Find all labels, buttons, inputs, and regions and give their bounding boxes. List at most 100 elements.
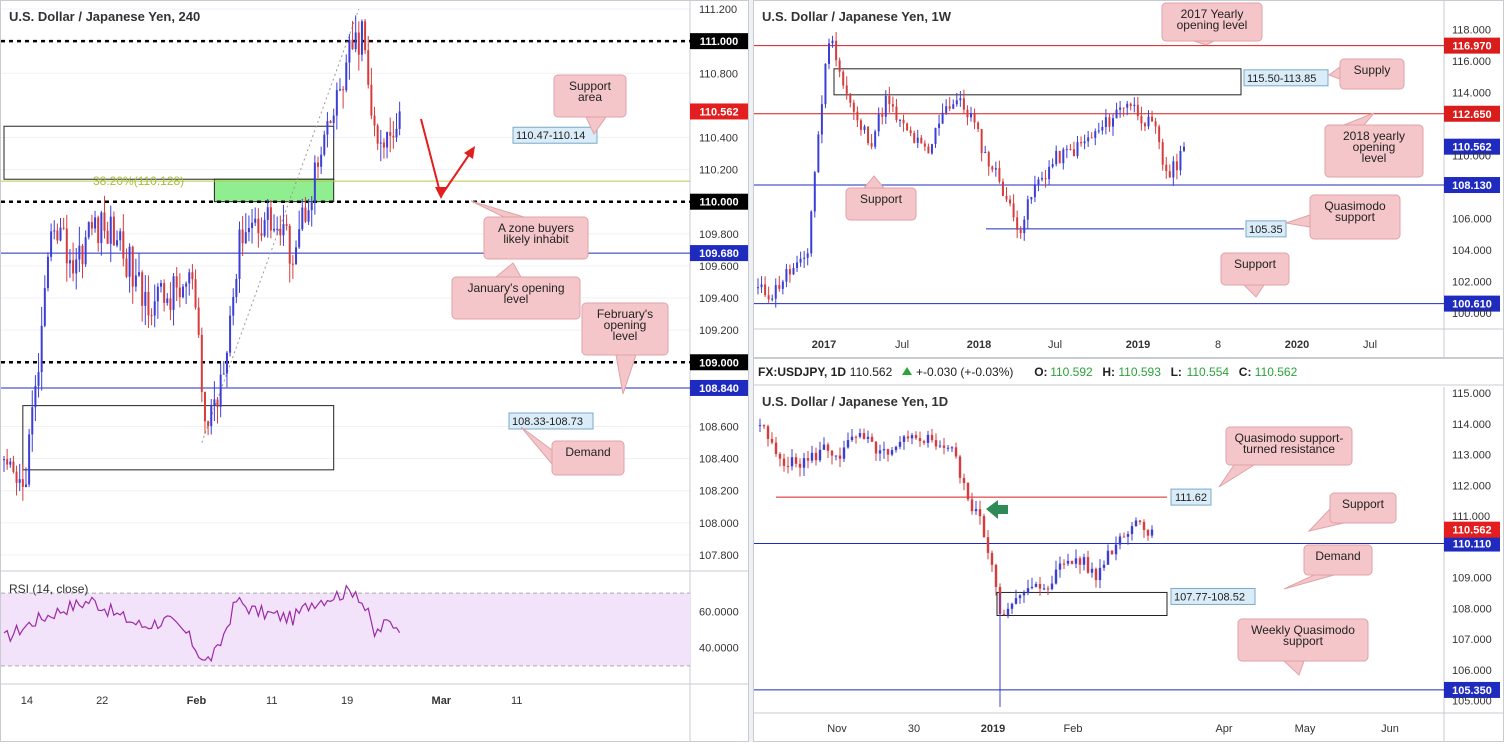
h4-candle-body — [194, 279, 197, 308]
w1-candle-body — [881, 114, 884, 117]
d1-candle-body — [778, 453, 782, 459]
daily-chart-panel[interactable]: FX:USDJPY, 1D 110.562 +-0.030 (+-0.03%) O: 1… — [753, 358, 1504, 742]
h4-candle-body — [345, 62, 348, 91]
w1-y-tick: 102.000 — [1452, 277, 1492, 289]
d1-header-c-label: C: — [1239, 365, 1252, 379]
h4-x-tick: 22 — [96, 695, 108, 707]
w1-callout-support-text: Support — [860, 192, 903, 206]
h4-candle-body — [144, 291, 147, 306]
w1-candle-body — [1183, 146, 1185, 151]
h4-candle-body — [307, 210, 310, 222]
h4-chart-panel[interactable]: 111.000 110.000 109.000 109.680 108.840 38.20… — [0, 0, 749, 742]
h4-y-tick: 110.200 — [699, 165, 738, 177]
d1-candle-body — [1078, 558, 1082, 565]
w1-candle-body — [1087, 137, 1090, 142]
w1-candle-body — [1080, 142, 1083, 144]
d1-candle-body — [1014, 598, 1018, 604]
h4-zone-label: 110.47-110.14 — [516, 130, 585, 142]
h4-callout-february-text: level — [613, 329, 638, 343]
h4-candle-body — [313, 162, 316, 203]
d1-callout-qm-resistance-text: turned resistance — [1243, 442, 1335, 456]
h4-callout-february-text: opening — [604, 318, 647, 332]
h4-candle-body — [351, 39, 354, 50]
d1-candle-body — [1054, 569, 1058, 584]
w1-x-tick: 8 — [1215, 339, 1221, 351]
w1-candle-body — [955, 100, 958, 105]
h4-candle-body — [84, 237, 87, 265]
weekly-chart: 115.50-113.85 116.970 112.650 108.130 100.61… — [754, 1, 1503, 357]
d1-candle-body — [1102, 564, 1106, 568]
h4-x-tick: 19 — [341, 695, 353, 707]
w1-candle-body — [799, 258, 802, 263]
h4-candle-body — [103, 212, 106, 231]
d1-candle-body — [842, 447, 846, 459]
d1-candle-body — [946, 447, 950, 449]
w1-candle-body — [945, 106, 948, 113]
h4-candle-body — [43, 288, 46, 326]
d1-candle-body — [962, 477, 966, 484]
w1-candle-body — [863, 126, 866, 130]
d1-x-tick: Feb — [1064, 723, 1083, 735]
w1-candle-body — [1062, 149, 1065, 164]
d1-header-c-value: 110.562 — [1255, 365, 1298, 379]
d1-candle-body — [958, 456, 962, 478]
d1-demand-label: 107.77-108.52 — [1174, 591, 1245, 603]
w1-candle-body — [1030, 197, 1033, 200]
w1-candle-body — [1048, 166, 1051, 180]
w1-candle-body — [987, 152, 990, 167]
h4-candle-body — [87, 222, 90, 238]
d1-candle-body — [930, 434, 934, 441]
h4-candle-body — [9, 461, 12, 465]
d1-candle-body — [1094, 568, 1098, 581]
w1-candle-body — [845, 85, 848, 94]
d1-header-o-value: 110.592 — [1050, 365, 1093, 379]
w1-candle-body — [948, 106, 951, 109]
w1-callout-qm — [1309, 194, 1401, 240]
w1-candle-body — [970, 113, 972, 118]
w1-candle-body — [938, 123, 941, 129]
d1-callout-weekly-qm-text: support — [1283, 634, 1324, 648]
w1-callout-2018-pointer — [1343, 112, 1375, 126]
w1-candle-body — [913, 133, 916, 143]
d1-candle-body — [1118, 536, 1122, 545]
w1-candle-body — [806, 253, 809, 258]
h4-level-tag-label: 109.680 — [699, 248, 739, 260]
h4-candle-body — [273, 228, 276, 231]
h4-candle-body — [232, 297, 235, 316]
d1-candle-body — [810, 452, 814, 461]
h4-callout-demand-text: Demand — [565, 445, 610, 459]
w1-callout-2018-text: opening — [1353, 140, 1396, 154]
d1-candle-body — [770, 438, 774, 443]
h4-candle-body — [310, 202, 313, 211]
h4-level-tag-label: 110.000 — [699, 197, 738, 209]
d1-candle-body — [934, 440, 938, 447]
h4-zone-2 — [22, 405, 335, 471]
h4-candle-body — [216, 399, 219, 407]
h4-zone-label-box — [512, 126, 598, 144]
h4-candle-body — [18, 479, 21, 483]
d1-candle-body — [1098, 567, 1102, 581]
h4-candle-body — [119, 231, 122, 241]
w1-candle-body — [966, 109, 969, 118]
h4-rsi-tick: 40.0000 — [699, 643, 739, 655]
h4-candle-body — [335, 90, 338, 116]
h4-candle-body — [288, 225, 291, 264]
h4-candle-body — [68, 260, 71, 264]
h4-x-tick: 11 — [266, 695, 277, 707]
weekly-chart-panel[interactable]: 115.50-113.85 116.970 112.650 108.130 100.61… — [753, 0, 1504, 358]
w1-supply-zone — [833, 68, 1242, 96]
d1-candle-body — [1146, 530, 1150, 536]
w1-candle-body — [920, 137, 923, 144]
d1-level-tag-label: 110.110 — [1453, 539, 1492, 551]
w1-candle-body — [1133, 104, 1136, 107]
h4-candle-body — [169, 298, 172, 310]
d1-candle-body — [1058, 563, 1062, 570]
h4-x-tick: 11 — [511, 695, 522, 707]
w1-candle-body — [1158, 126, 1161, 143]
w1-candle-body — [884, 95, 887, 117]
w1-candle-body — [788, 269, 791, 275]
h4-candle-body — [298, 229, 301, 248]
w1-callout-2018-text: level — [1362, 151, 1387, 165]
w1-candle-body — [1023, 219, 1026, 234]
h4-candle-body — [141, 272, 144, 306]
